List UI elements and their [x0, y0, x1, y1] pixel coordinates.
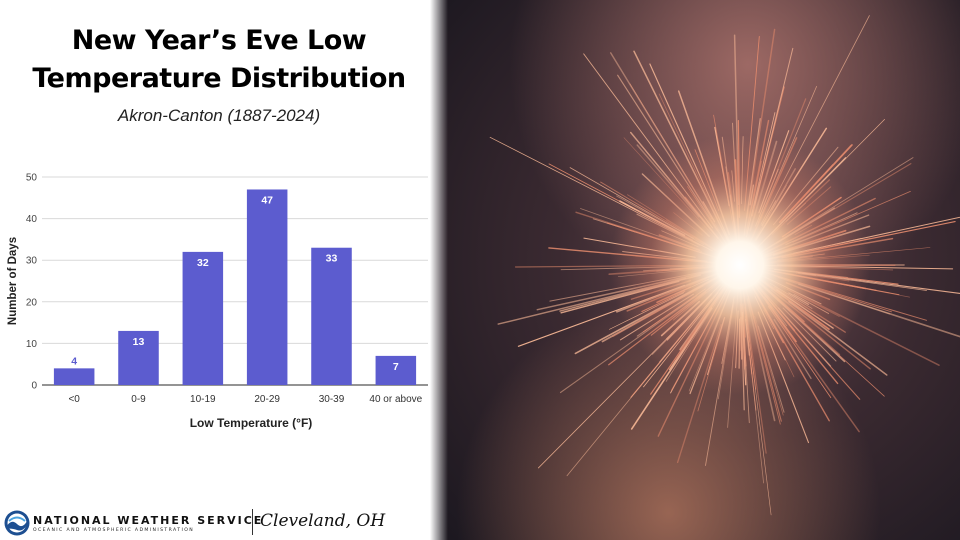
- agency-name: NATIONAL WEATHER SERVICE: [33, 514, 264, 527]
- x-tick-label: 40 or above: [369, 394, 422, 405]
- x-tick-label: <0: [68, 394, 80, 405]
- data-label: 7: [393, 361, 399, 373]
- sparkler-photo: [430, 0, 960, 540]
- y-tick-label: 10: [26, 339, 38, 350]
- office-name: Cleveland, OH: [260, 511, 386, 531]
- bar: [246, 189, 288, 385]
- title-line-1: New Year’s Eve Low: [71, 25, 367, 56]
- x-tick-label: 10-19: [190, 394, 216, 405]
- bar: [182, 251, 224, 385]
- sparkler-image: [430, 0, 960, 540]
- data-label: 13: [133, 336, 145, 348]
- footer-divider: [252, 509, 253, 535]
- data-label: 32: [197, 257, 209, 269]
- y-tick-label: 20: [26, 297, 38, 308]
- x-tick-label: 30-39: [319, 394, 345, 405]
- y-tick-label: 40: [26, 214, 38, 225]
- bar: [311, 247, 352, 385]
- bar-chart: 4 13 32 47 33 7 0 10 20 30 40 50 <0 0-9 10-19 20-29 30-…: [7, 173, 428, 430]
- y-tick-label: 50: [26, 173, 38, 184]
- data-label: 4: [71, 355, 77, 367]
- chart-subtitle: Akron-Canton (1887-2024): [117, 106, 321, 125]
- y-axis-title: Number of Days: [7, 237, 19, 325]
- footer: NATIONAL WEATHER SERVICE OCEANIC AND ATM…: [0, 505, 438, 540]
- noaa-logo-icon: [4, 510, 30, 536]
- x-tick-label: 20-29: [254, 394, 280, 405]
- data-label: 47: [261, 194, 273, 206]
- bar: [375, 355, 417, 385]
- y-tick-label: 30: [26, 256, 38, 267]
- page-title: New Year’s Eve Low Temperature Distribut…: [0, 22, 438, 98]
- agency-subtitle: OCEANIC AND ATMOSPHERIC ADMINISTRATION: [33, 528, 195, 533]
- x-tick-label: 0-9: [131, 394, 146, 405]
- bar: [53, 368, 95, 385]
- bar: [118, 330, 159, 385]
- y-tick-label: 0: [31, 381, 37, 392]
- title-line-2: Temperature Distribution: [32, 63, 406, 94]
- x-axis-title: Low Temperature (°F): [190, 416, 313, 430]
- chart-panel: New Year’s Eve Low Temperature Distribut…: [0, 0, 438, 540]
- data-label: 33: [326, 253, 338, 265]
